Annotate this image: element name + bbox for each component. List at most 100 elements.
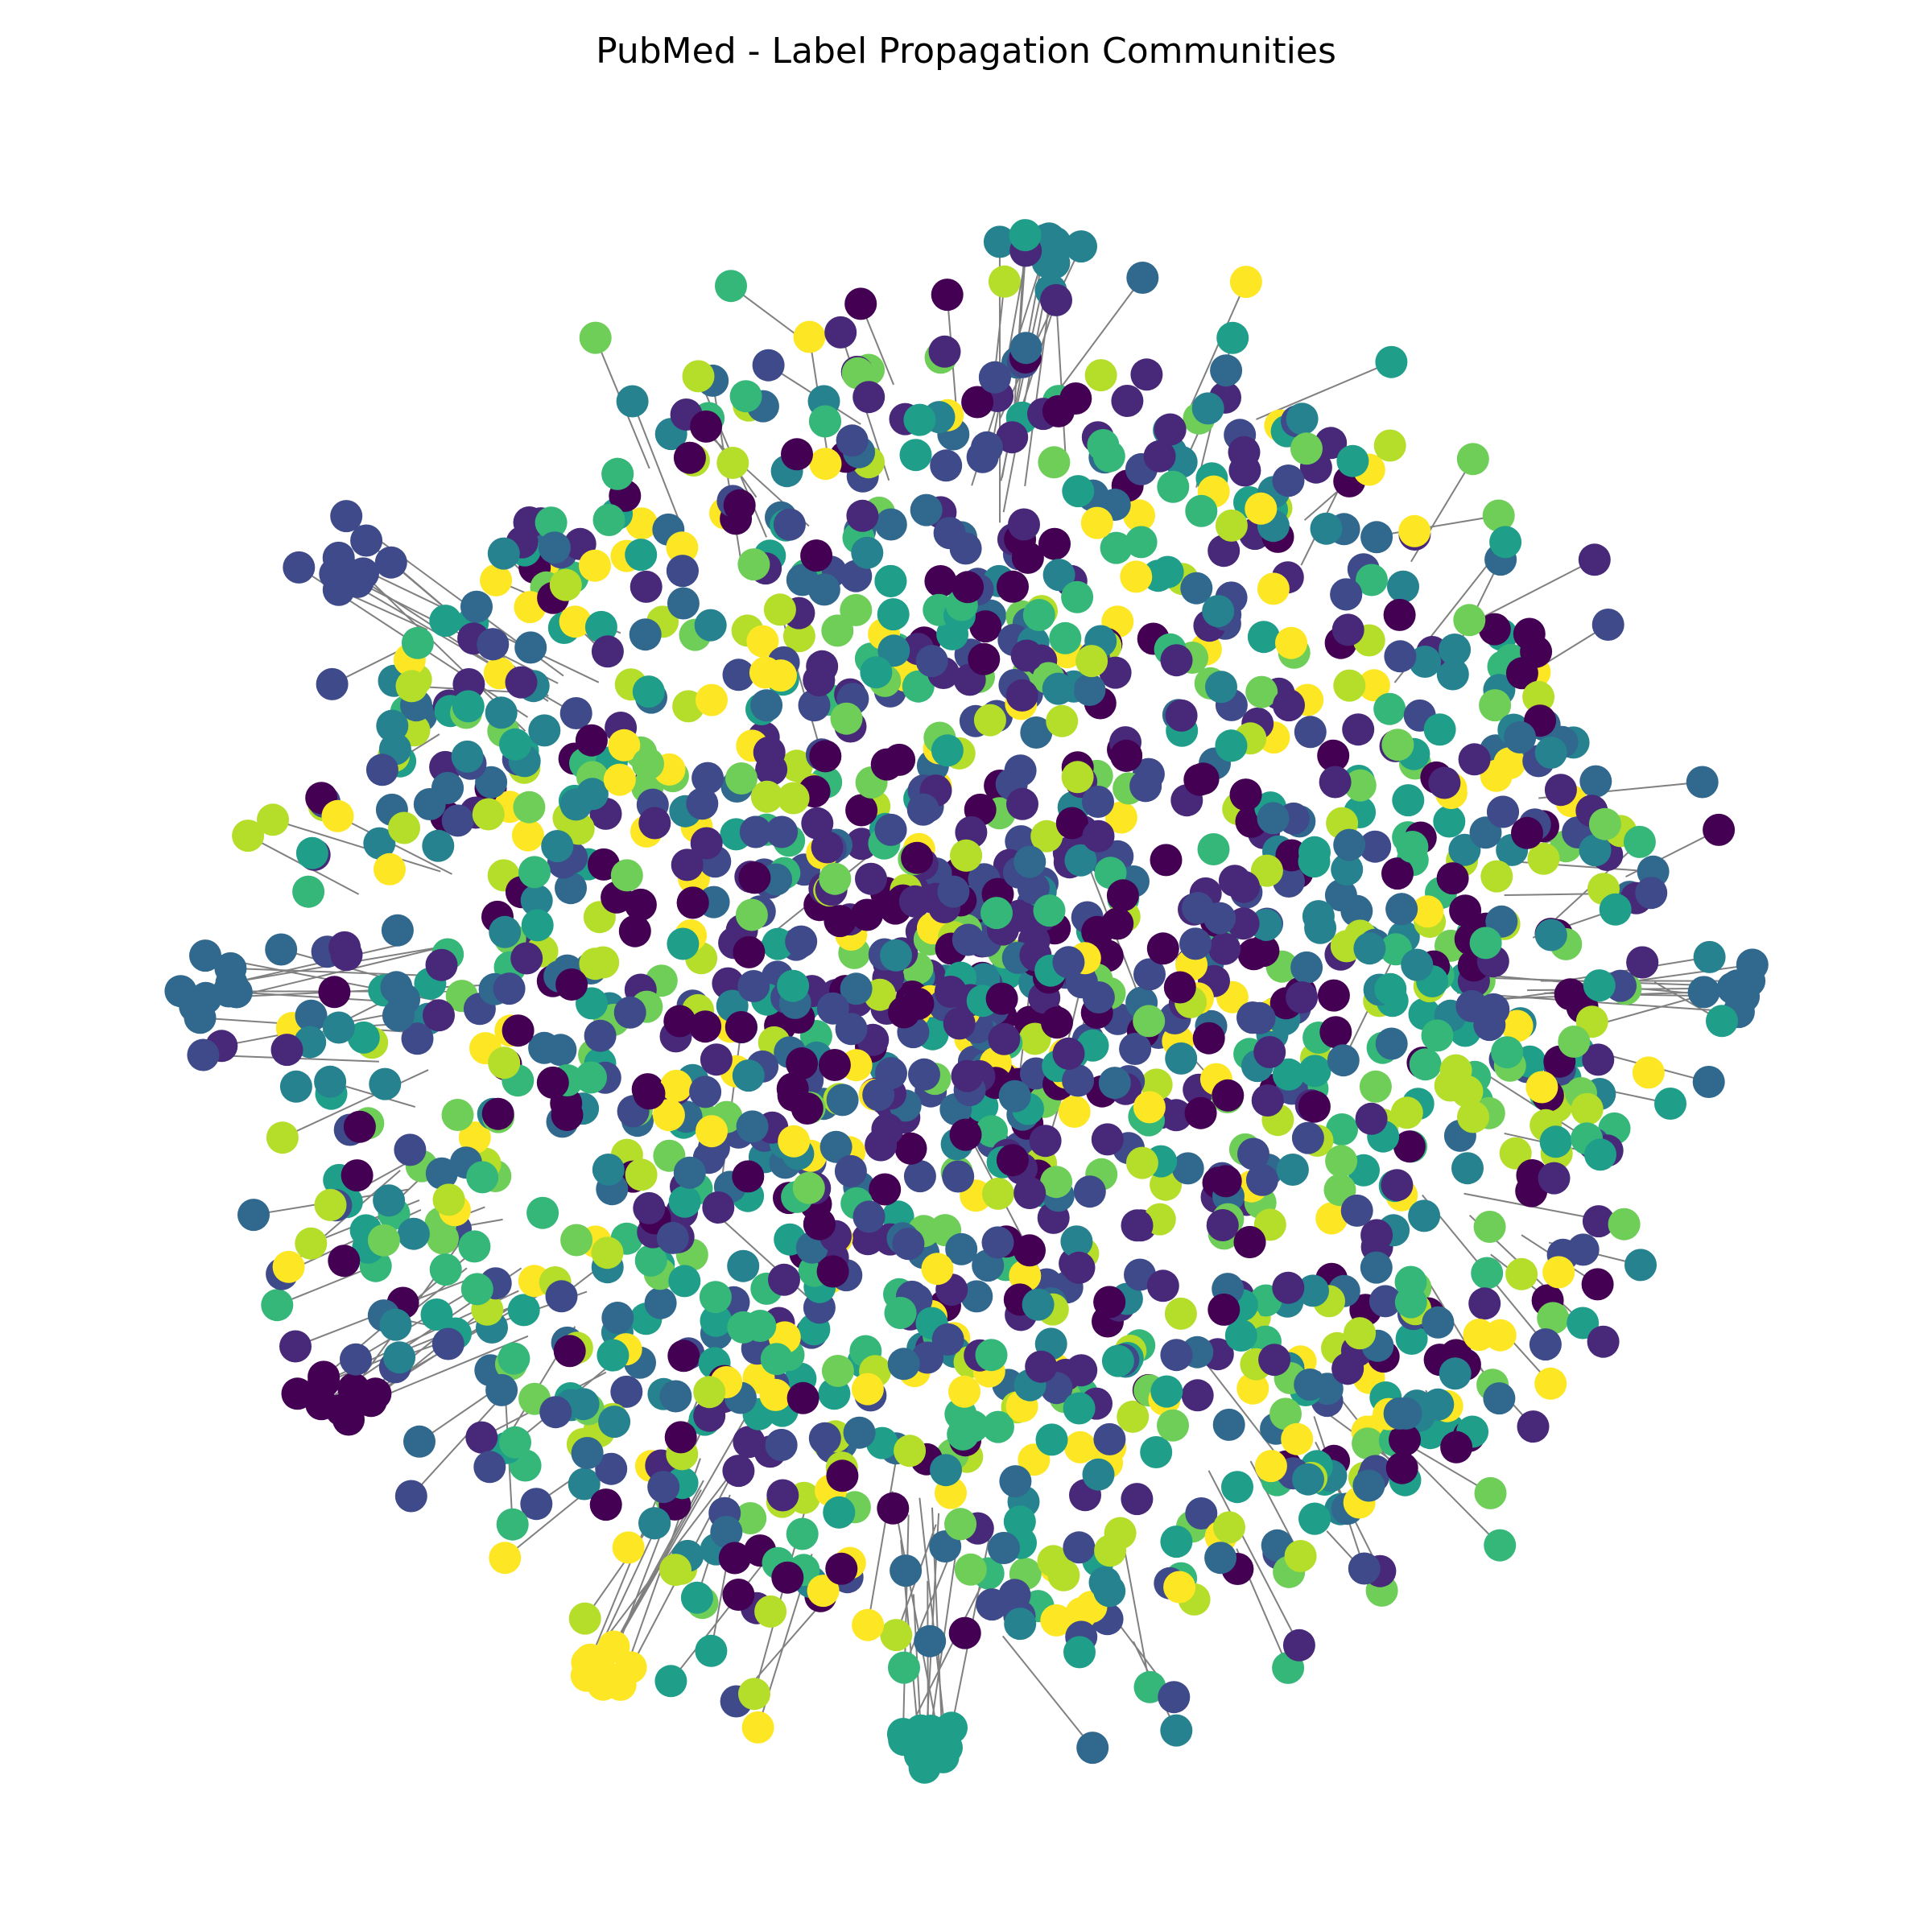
edge <box>1024 290 1052 487</box>
graph-node <box>505 666 538 699</box>
edge <box>670 1547 776 1682</box>
graph-node <box>1076 1732 1109 1765</box>
graph-node <box>559 605 592 638</box>
graph-node <box>1317 979 1350 1012</box>
graph-node <box>894 1132 927 1165</box>
edge <box>1012 235 1026 427</box>
edge <box>1196 1352 1287 1468</box>
graph-node <box>1205 671 1237 704</box>
graph-node <box>1298 836 1331 869</box>
edge <box>411 1395 503 1497</box>
graph-node <box>1352 1469 1385 1502</box>
graph-node <box>489 915 522 948</box>
graph-node <box>610 859 643 892</box>
graph-node <box>232 819 265 852</box>
graph-node <box>1493 747 1526 780</box>
graph-node <box>1084 359 1117 392</box>
graph-node <box>1208 535 1241 568</box>
graph-node <box>696 1115 728 1148</box>
graph-node <box>1164 1297 1197 1330</box>
graph-node <box>1687 976 1720 1009</box>
graph-node <box>1582 1205 1615 1238</box>
graph-node <box>1511 816 1543 849</box>
graph-node <box>819 862 852 895</box>
graph-node <box>630 570 663 603</box>
edge <box>355 1291 469 1360</box>
graph-node <box>1163 971 1196 1004</box>
graph-node <box>738 1678 770 1711</box>
graph-node <box>1257 572 1290 605</box>
graph-node <box>328 1245 361 1278</box>
graph-node <box>1635 877 1668 910</box>
graph-node <box>950 839 983 872</box>
graph-node <box>667 587 700 620</box>
graph-node <box>733 935 766 968</box>
graph-node <box>257 803 289 836</box>
graph-node <box>1158 1681 1191 1714</box>
graph-node <box>632 675 665 708</box>
graph-node <box>1330 578 1363 611</box>
graph-node <box>1215 509 1248 542</box>
graph-node <box>625 539 658 572</box>
graph-node <box>1392 784 1425 817</box>
graph-node <box>1480 860 1513 893</box>
graph-node <box>1228 454 1261 487</box>
graph-node <box>1146 1269 1179 1302</box>
graph-node <box>560 1224 593 1257</box>
graph-node <box>1458 743 1491 776</box>
graph-node <box>785 925 818 958</box>
graph-node <box>1143 440 1176 473</box>
graph-node <box>510 942 543 975</box>
graph-node <box>647 1471 680 1504</box>
graph-node <box>1257 802 1290 835</box>
graph-node <box>1331 613 1364 646</box>
graph-node <box>1348 1552 1381 1585</box>
graph-node <box>1228 870 1261 903</box>
graph-node <box>1473 1211 1506 1243</box>
graph-node <box>1383 598 1416 631</box>
graph-node <box>1302 900 1335 933</box>
graph-node <box>1184 1096 1217 1129</box>
graph-node <box>1101 1344 1134 1377</box>
graph-node <box>1063 1251 1096 1284</box>
graph-node <box>481 1097 514 1130</box>
graph-node <box>535 506 568 539</box>
graph-node <box>341 1159 374 1192</box>
graph-node <box>266 1121 299 1154</box>
edge <box>1378 514 1499 537</box>
graph-node <box>1133 1091 1166 1124</box>
graph-node <box>1340 894 1373 927</box>
graph-node <box>497 1342 530 1375</box>
graph-node <box>584 610 617 643</box>
graph-node <box>693 1399 726 1432</box>
graph-node <box>441 1099 474 1131</box>
graph-node <box>1041 1006 1073 1039</box>
graph-node <box>659 1554 691 1587</box>
graph-node <box>998 1080 1031 1113</box>
graph-node <box>441 804 474 837</box>
graph-node <box>947 1418 980 1451</box>
graph-node <box>1233 1226 1266 1258</box>
graph-node <box>493 972 526 1005</box>
graph-node <box>314 1188 347 1221</box>
graph-node <box>1558 1026 1591 1058</box>
graph-node <box>507 1294 540 1327</box>
graph-node <box>1310 512 1343 545</box>
graph-node <box>1179 927 1212 960</box>
graph-node <box>1094 1534 1127 1567</box>
graph-node <box>865 1129 898 1162</box>
graph-node <box>1129 770 1162 803</box>
graph-node <box>1047 1558 1080 1591</box>
graph-node <box>633 1077 666 1110</box>
graph-node <box>1440 1430 1473 1463</box>
graph-node <box>1202 595 1235 628</box>
graph-node <box>1140 1436 1173 1468</box>
graph-node <box>874 813 907 846</box>
graph-node <box>1101 907 1134 940</box>
graph-node <box>383 1341 416 1374</box>
graph-node <box>1398 514 1431 547</box>
graph-node <box>1471 1257 1504 1290</box>
edge <box>867 1459 897 1625</box>
graph-node <box>502 1014 535 1047</box>
graph-node <box>1457 1100 1489 1133</box>
